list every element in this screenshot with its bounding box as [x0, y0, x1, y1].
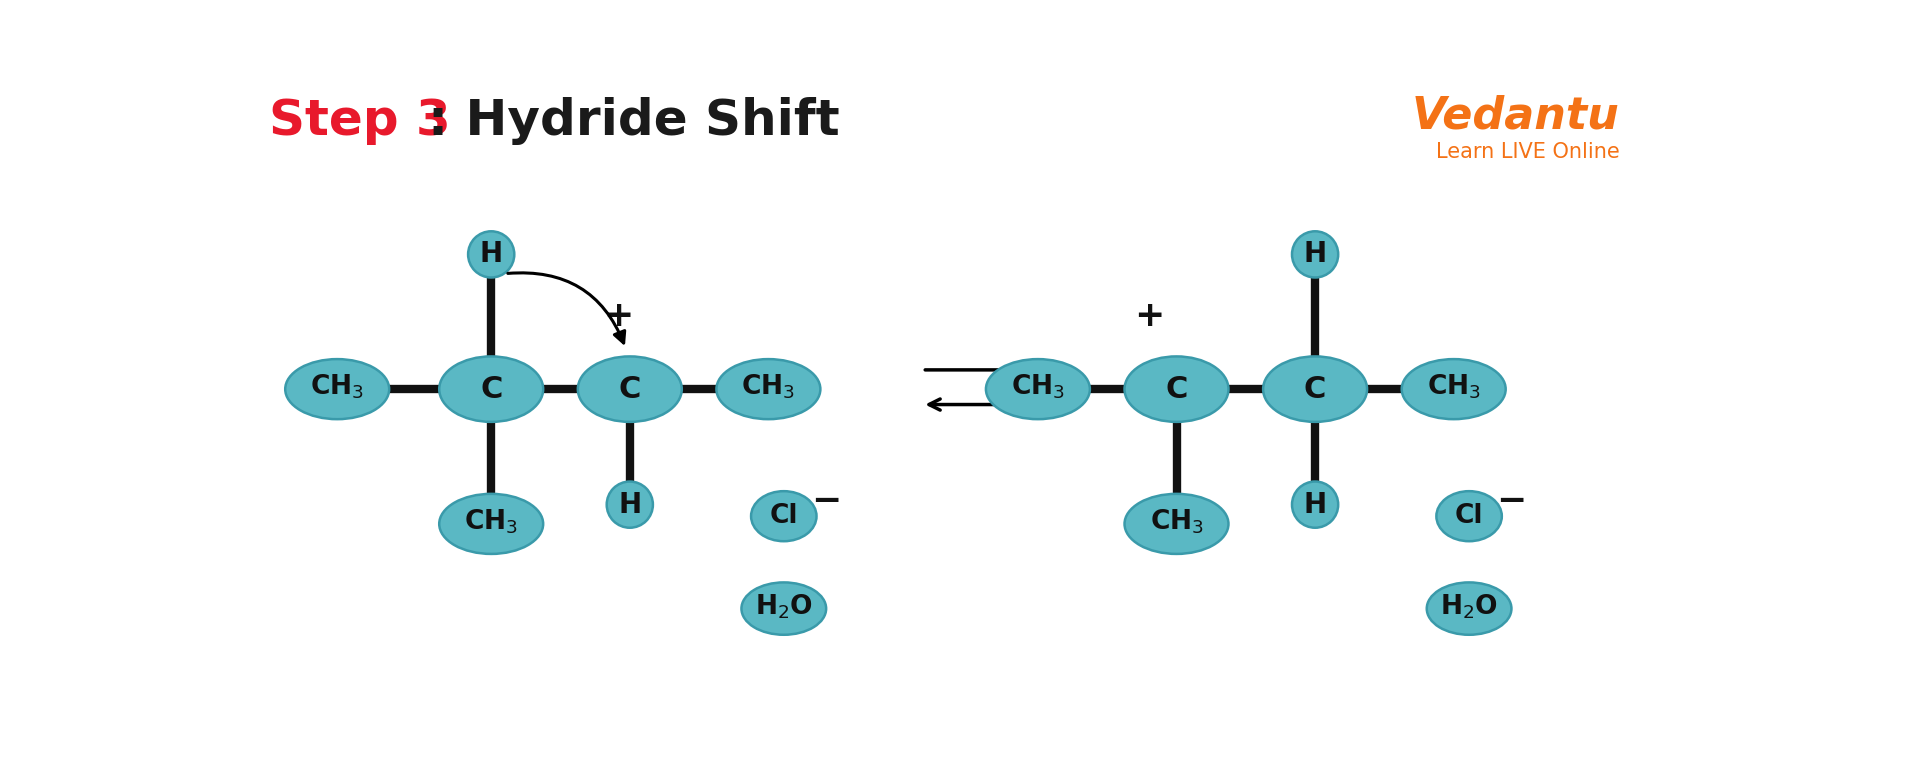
Ellipse shape [1263, 356, 1367, 422]
Text: H: H [1304, 241, 1327, 268]
Text: +: + [603, 299, 634, 333]
Ellipse shape [1427, 582, 1511, 635]
Ellipse shape [440, 494, 543, 554]
Ellipse shape [440, 356, 543, 422]
Text: C: C [480, 375, 503, 404]
Ellipse shape [1125, 356, 1229, 422]
Ellipse shape [286, 359, 390, 419]
Ellipse shape [578, 356, 682, 422]
Ellipse shape [987, 359, 1091, 419]
Text: Step 3: Step 3 [269, 97, 451, 146]
Text: Learn LIVE Online: Learn LIVE Online [1436, 142, 1619, 162]
Text: Cl: Cl [1455, 503, 1484, 529]
FancyArrowPatch shape [507, 273, 624, 343]
Text: CH$_3$: CH$_3$ [741, 372, 795, 401]
Text: −: − [1496, 484, 1526, 518]
Text: C: C [1165, 375, 1188, 404]
Text: CH$_3$: CH$_3$ [311, 372, 365, 401]
Ellipse shape [1436, 491, 1501, 542]
Text: : Hydride Shift: : Hydride Shift [428, 97, 839, 146]
Ellipse shape [607, 482, 653, 528]
Text: −: − [810, 484, 841, 518]
Ellipse shape [751, 491, 816, 542]
Ellipse shape [716, 359, 820, 419]
Ellipse shape [1402, 359, 1505, 419]
Text: CH$_3$: CH$_3$ [1427, 372, 1480, 401]
Text: +: + [1135, 299, 1165, 333]
Text: H: H [480, 241, 503, 268]
Ellipse shape [1292, 482, 1338, 528]
Text: CH$_3$: CH$_3$ [1150, 507, 1204, 536]
Text: H: H [618, 491, 641, 519]
Text: CH$_3$: CH$_3$ [465, 507, 518, 536]
Text: Cl: Cl [770, 503, 799, 529]
Text: H$_2$O: H$_2$O [755, 592, 812, 620]
Text: Vedantu: Vedantu [1411, 94, 1619, 137]
Text: C: C [618, 375, 641, 404]
Ellipse shape [468, 231, 515, 277]
Text: C: C [1304, 375, 1327, 404]
Ellipse shape [1292, 231, 1338, 277]
Text: H: H [1304, 491, 1327, 519]
Ellipse shape [1125, 494, 1229, 554]
Text: CH$_3$: CH$_3$ [1012, 372, 1066, 401]
Text: H$_2$O: H$_2$O [1440, 592, 1498, 620]
Ellipse shape [741, 582, 826, 635]
